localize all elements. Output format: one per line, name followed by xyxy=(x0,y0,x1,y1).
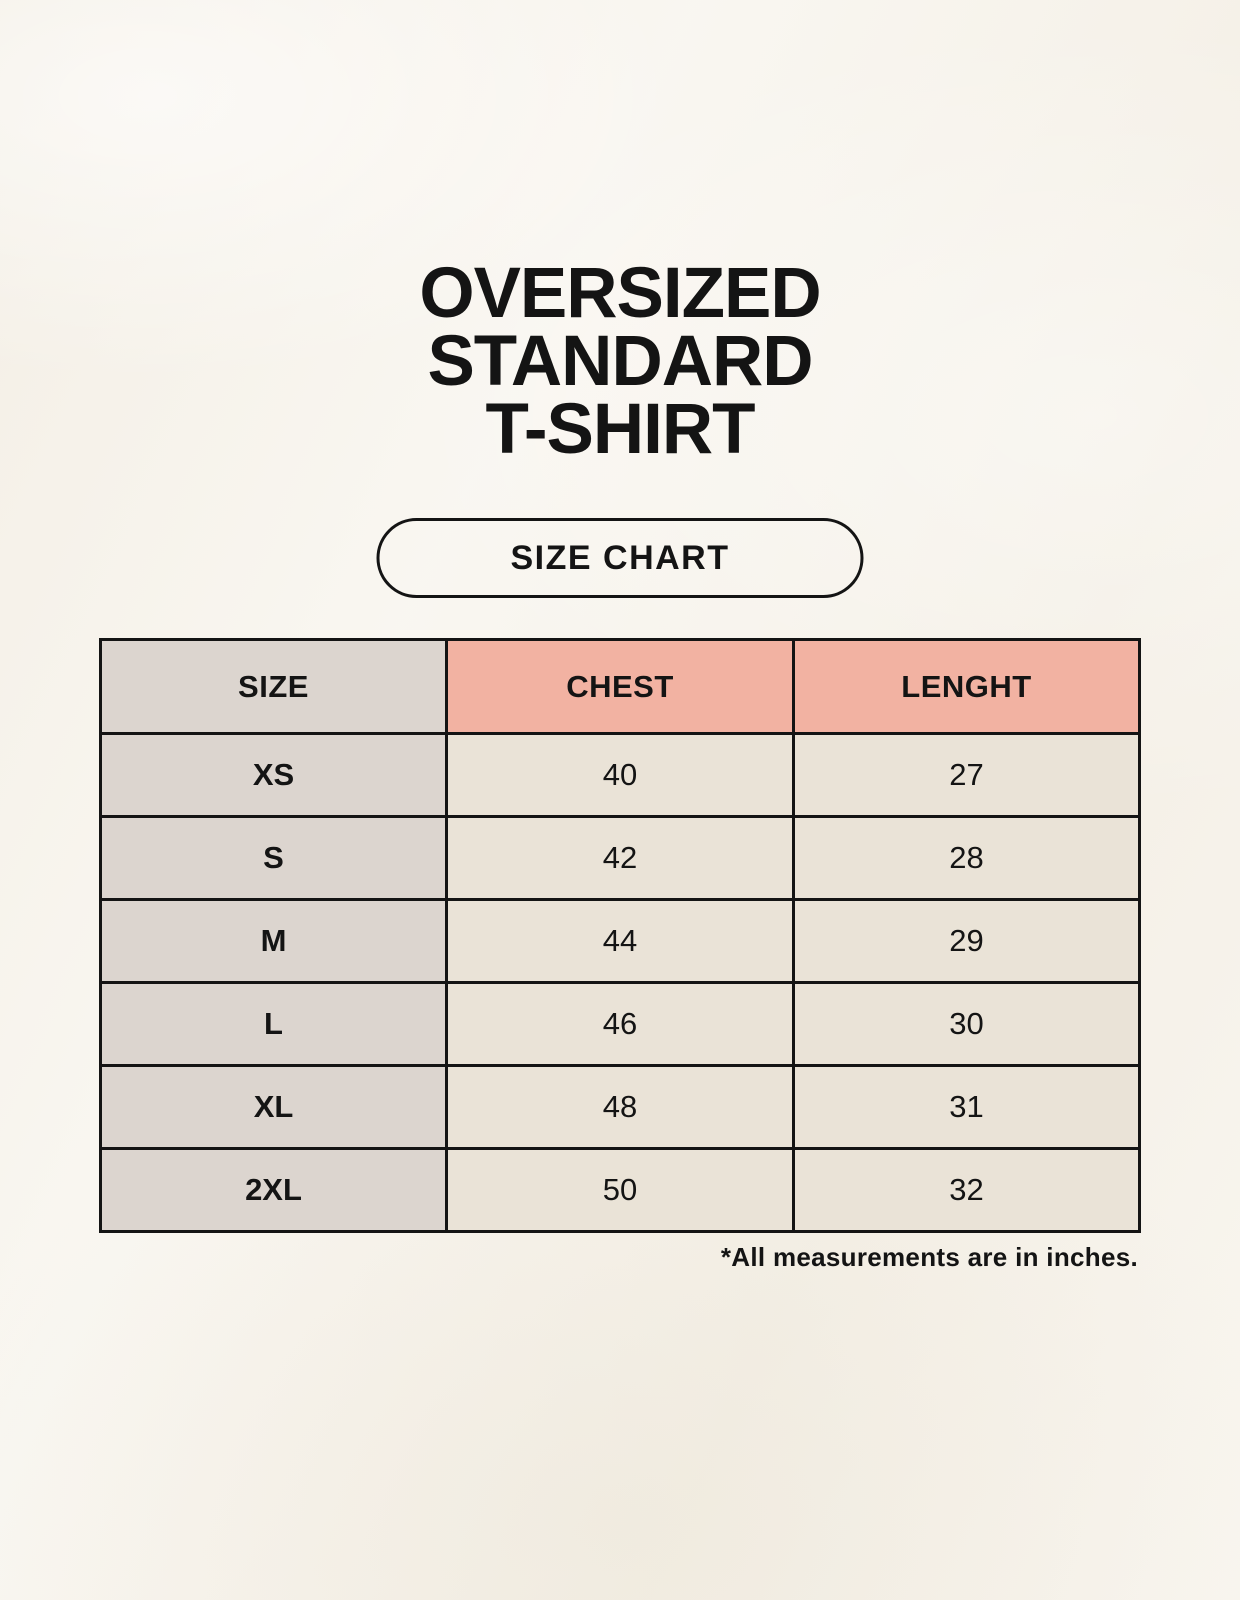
size-label-cell: S xyxy=(99,815,448,901)
chest-value-cell: 40 xyxy=(445,732,795,818)
size-label-cell: 2XL xyxy=(99,1147,448,1233)
page-title: OVERSIZED STANDARD T-SHIRT xyxy=(0,254,1240,469)
size-chart-button[interactable]: SIZE CHART xyxy=(376,518,864,598)
title-line-1: OVERSIZED xyxy=(419,254,821,333)
length-value-cell: 30 xyxy=(792,981,1141,1067)
length-value-cell: 31 xyxy=(792,1064,1141,1150)
length-value-cell: 27 xyxy=(792,732,1141,818)
length-value-cell: 29 xyxy=(792,898,1141,984)
column-header-chest: CHEST xyxy=(445,638,795,735)
size-label-cell: M xyxy=(99,898,448,984)
chest-value-cell: 42 xyxy=(445,815,795,901)
column-header-size: SIZE xyxy=(99,638,448,735)
table-row: S 42 28 xyxy=(99,815,1141,901)
chest-value-cell: 50 xyxy=(445,1147,795,1233)
size-label-cell: XS xyxy=(99,732,448,818)
table-row: M 44 29 xyxy=(99,898,1141,984)
size-chart-table: SIZE CHEST LENGHT XS 40 27 S 42 28 M 44 … xyxy=(99,638,1141,1233)
table-row: 2XL 50 32 xyxy=(99,1147,1141,1233)
title-line-2: STANDARD xyxy=(427,322,813,401)
column-header-length: LENGHT xyxy=(792,638,1141,735)
size-label-cell: XL xyxy=(99,1064,448,1150)
length-value-cell: 32 xyxy=(792,1147,1141,1233)
length-value-cell: 28 xyxy=(792,815,1141,901)
size-label-cell: L xyxy=(99,981,448,1067)
header-row: SIZE CHEST LENGHT xyxy=(99,638,1141,735)
table-row: L 46 30 xyxy=(99,981,1141,1067)
table-row: XL 48 31 xyxy=(99,1064,1141,1150)
size-chart-button-label: SIZE CHART xyxy=(510,538,730,577)
table-row: XS 40 27 xyxy=(99,732,1141,818)
title-line-3: T-SHIRT xyxy=(485,390,755,469)
chest-value-cell: 48 xyxy=(445,1064,795,1150)
chest-value-cell: 44 xyxy=(445,898,795,984)
measurements-note: *All measurements are in inches. xyxy=(720,1242,1138,1272)
chest-value-cell: 46 xyxy=(445,981,795,1067)
